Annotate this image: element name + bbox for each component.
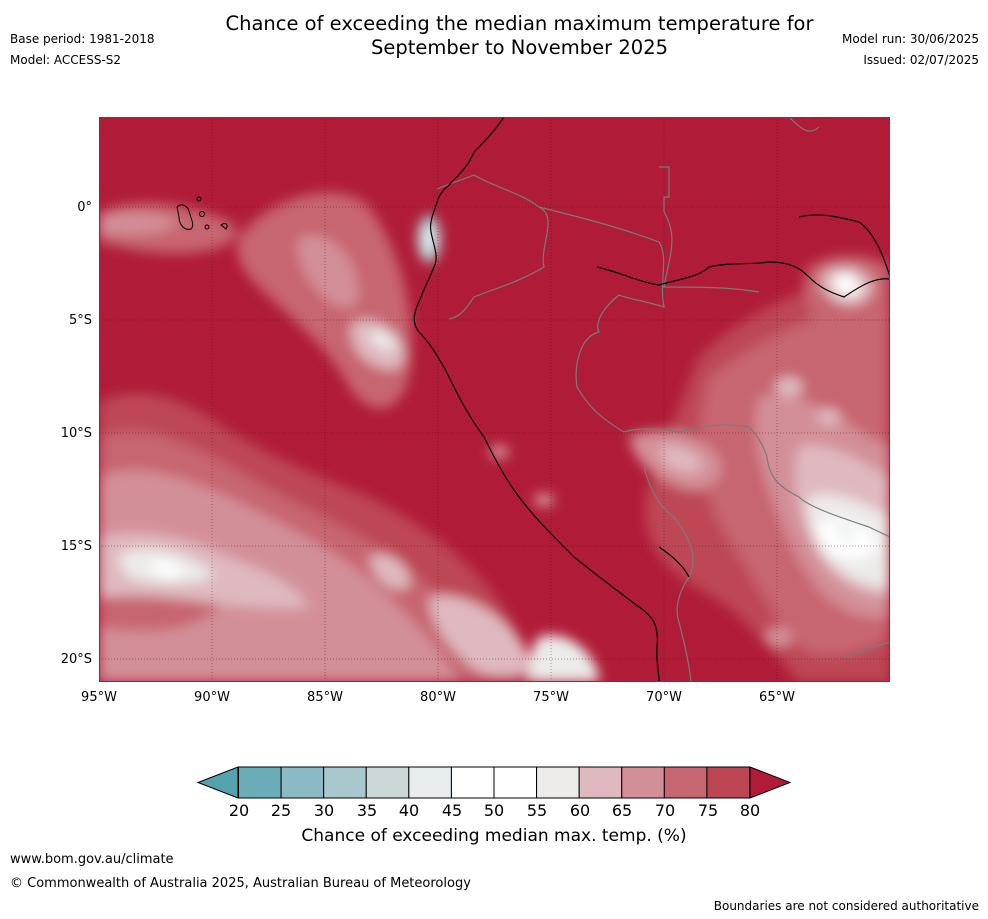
model-run: Model run: 30/06/2025 [841,32,979,46]
title-line-2: September to November 2025 [370,36,669,59]
lat-label-15s: 15°S [60,539,92,554]
meta-right: Model run: 30/06/2025 Issued: 02/07/2025 [842,29,979,71]
lon-label-75w: 75°W [533,690,569,705]
colorbar-label-80: 80 [739,801,761,820]
lon-label-80w: 80°W [420,690,456,705]
lon-label-65w: 65°W [759,690,795,705]
colorbar-segment [323,766,367,799]
model-name: Model: ACCESS-S2 [10,53,122,67]
colorbar-label-65: 65 [611,801,633,820]
colorbar-label-35: 35 [356,801,378,820]
colorbar-segment [493,766,538,799]
colorbar-label-60: 60 [569,801,591,820]
boundary-disclaimer: Boundaries are not considered authoritat… [713,899,979,913]
lat-label-10s: 10°S [60,426,92,441]
colorbar-label-70: 70 [654,801,676,820]
title-line-1: Chance of exceeding the median maximum t… [225,12,814,35]
colorbar-title: Chance of exceeding median max. temp. (%… [301,826,687,846]
national-borders [436,117,890,682]
colorbar-label-75: 75 [697,801,719,820]
colorbar-segment [621,766,665,799]
lat-label-20s: 20°S [60,652,92,667]
colorbar-segment [450,766,495,799]
colorbar-label-20: 20 [228,801,250,820]
lon-label-90w: 90°W [194,690,230,705]
copyright: © Commonwealth of Australia 2025, Austra… [10,876,471,891]
lat-label-5s: 5°S [68,313,92,328]
colorbar-label-55: 55 [526,801,548,820]
probability-shading [99,192,890,682]
issued-date: Issued: 02/07/2025 [863,53,979,67]
colorbar-label-50: 50 [483,801,505,820]
map-title: Chance of exceeding the median maximum t… [0,12,988,60]
colorbar-label-30: 30 [313,801,335,820]
lon-label-70w: 70°W [646,690,682,705]
lon-label-85w: 85°W [307,690,343,705]
colorbar-high-extend [749,766,792,799]
base-period: Base period: 1981-2018 [10,32,155,46]
forecast-map [99,117,890,682]
colorbar-segment [578,766,623,799]
colorbar-low-extend [196,766,239,799]
source-url: www.bom.gov.au/climate [10,852,174,867]
colorbar-segment [408,766,452,799]
colorbar-segment [536,766,580,799]
coastlines [413,117,890,682]
colorbar-segment [706,766,750,799]
lon-label-95w: 95°W [81,690,117,705]
galapagos-islands [176,196,228,230]
lat-label-0: 0° [77,200,92,215]
colorbar-segment [663,766,708,799]
meta-left: Base period: 1981-2018 Model: ACCESS-S2 [10,29,155,71]
colorbar-label-25: 25 [270,801,292,820]
colorbar-label-40: 40 [398,801,420,820]
colorbar-label-45: 45 [441,801,463,820]
colorbar-segment [238,766,282,799]
graticule [99,117,890,682]
colorbar [196,766,792,799]
colorbar-segment [280,766,325,799]
colorbar-segment [365,766,410,799]
